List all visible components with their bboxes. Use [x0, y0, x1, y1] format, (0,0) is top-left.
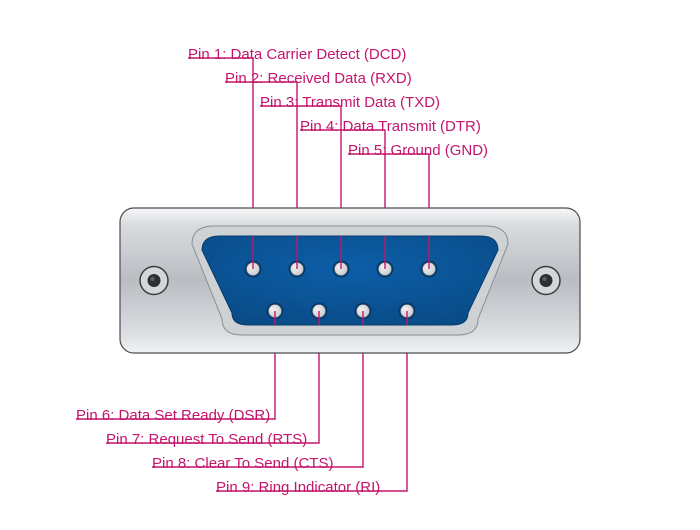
top_labels-label-2: Pin 2: Received Data (RXD) — [225, 70, 412, 87]
top_labels-label-3: Pin 3: Transmit Data (TXD) — [260, 94, 440, 111]
bottom_labels-label-2: Pin 7: Request To Send (RTS) — [106, 431, 307, 448]
bottom_labels-label-4: Pin 9: Ring Indicator (RI) — [216, 479, 380, 496]
bottom_labels-label-1: Pin 6: Data Set Ready (DSR) — [76, 407, 270, 424]
bottom_labels-label-3: Pin 8: Clear To Send (CTS) — [152, 455, 333, 472]
top_labels-label-1: Pin 1: Data Carrier Detect (DCD) — [188, 46, 406, 63]
top_labels-label-5: Pin 5: Ground (GND) — [348, 142, 488, 159]
top_labels-label-4: Pin 4: Data Transmit (DTR) — [300, 118, 481, 135]
